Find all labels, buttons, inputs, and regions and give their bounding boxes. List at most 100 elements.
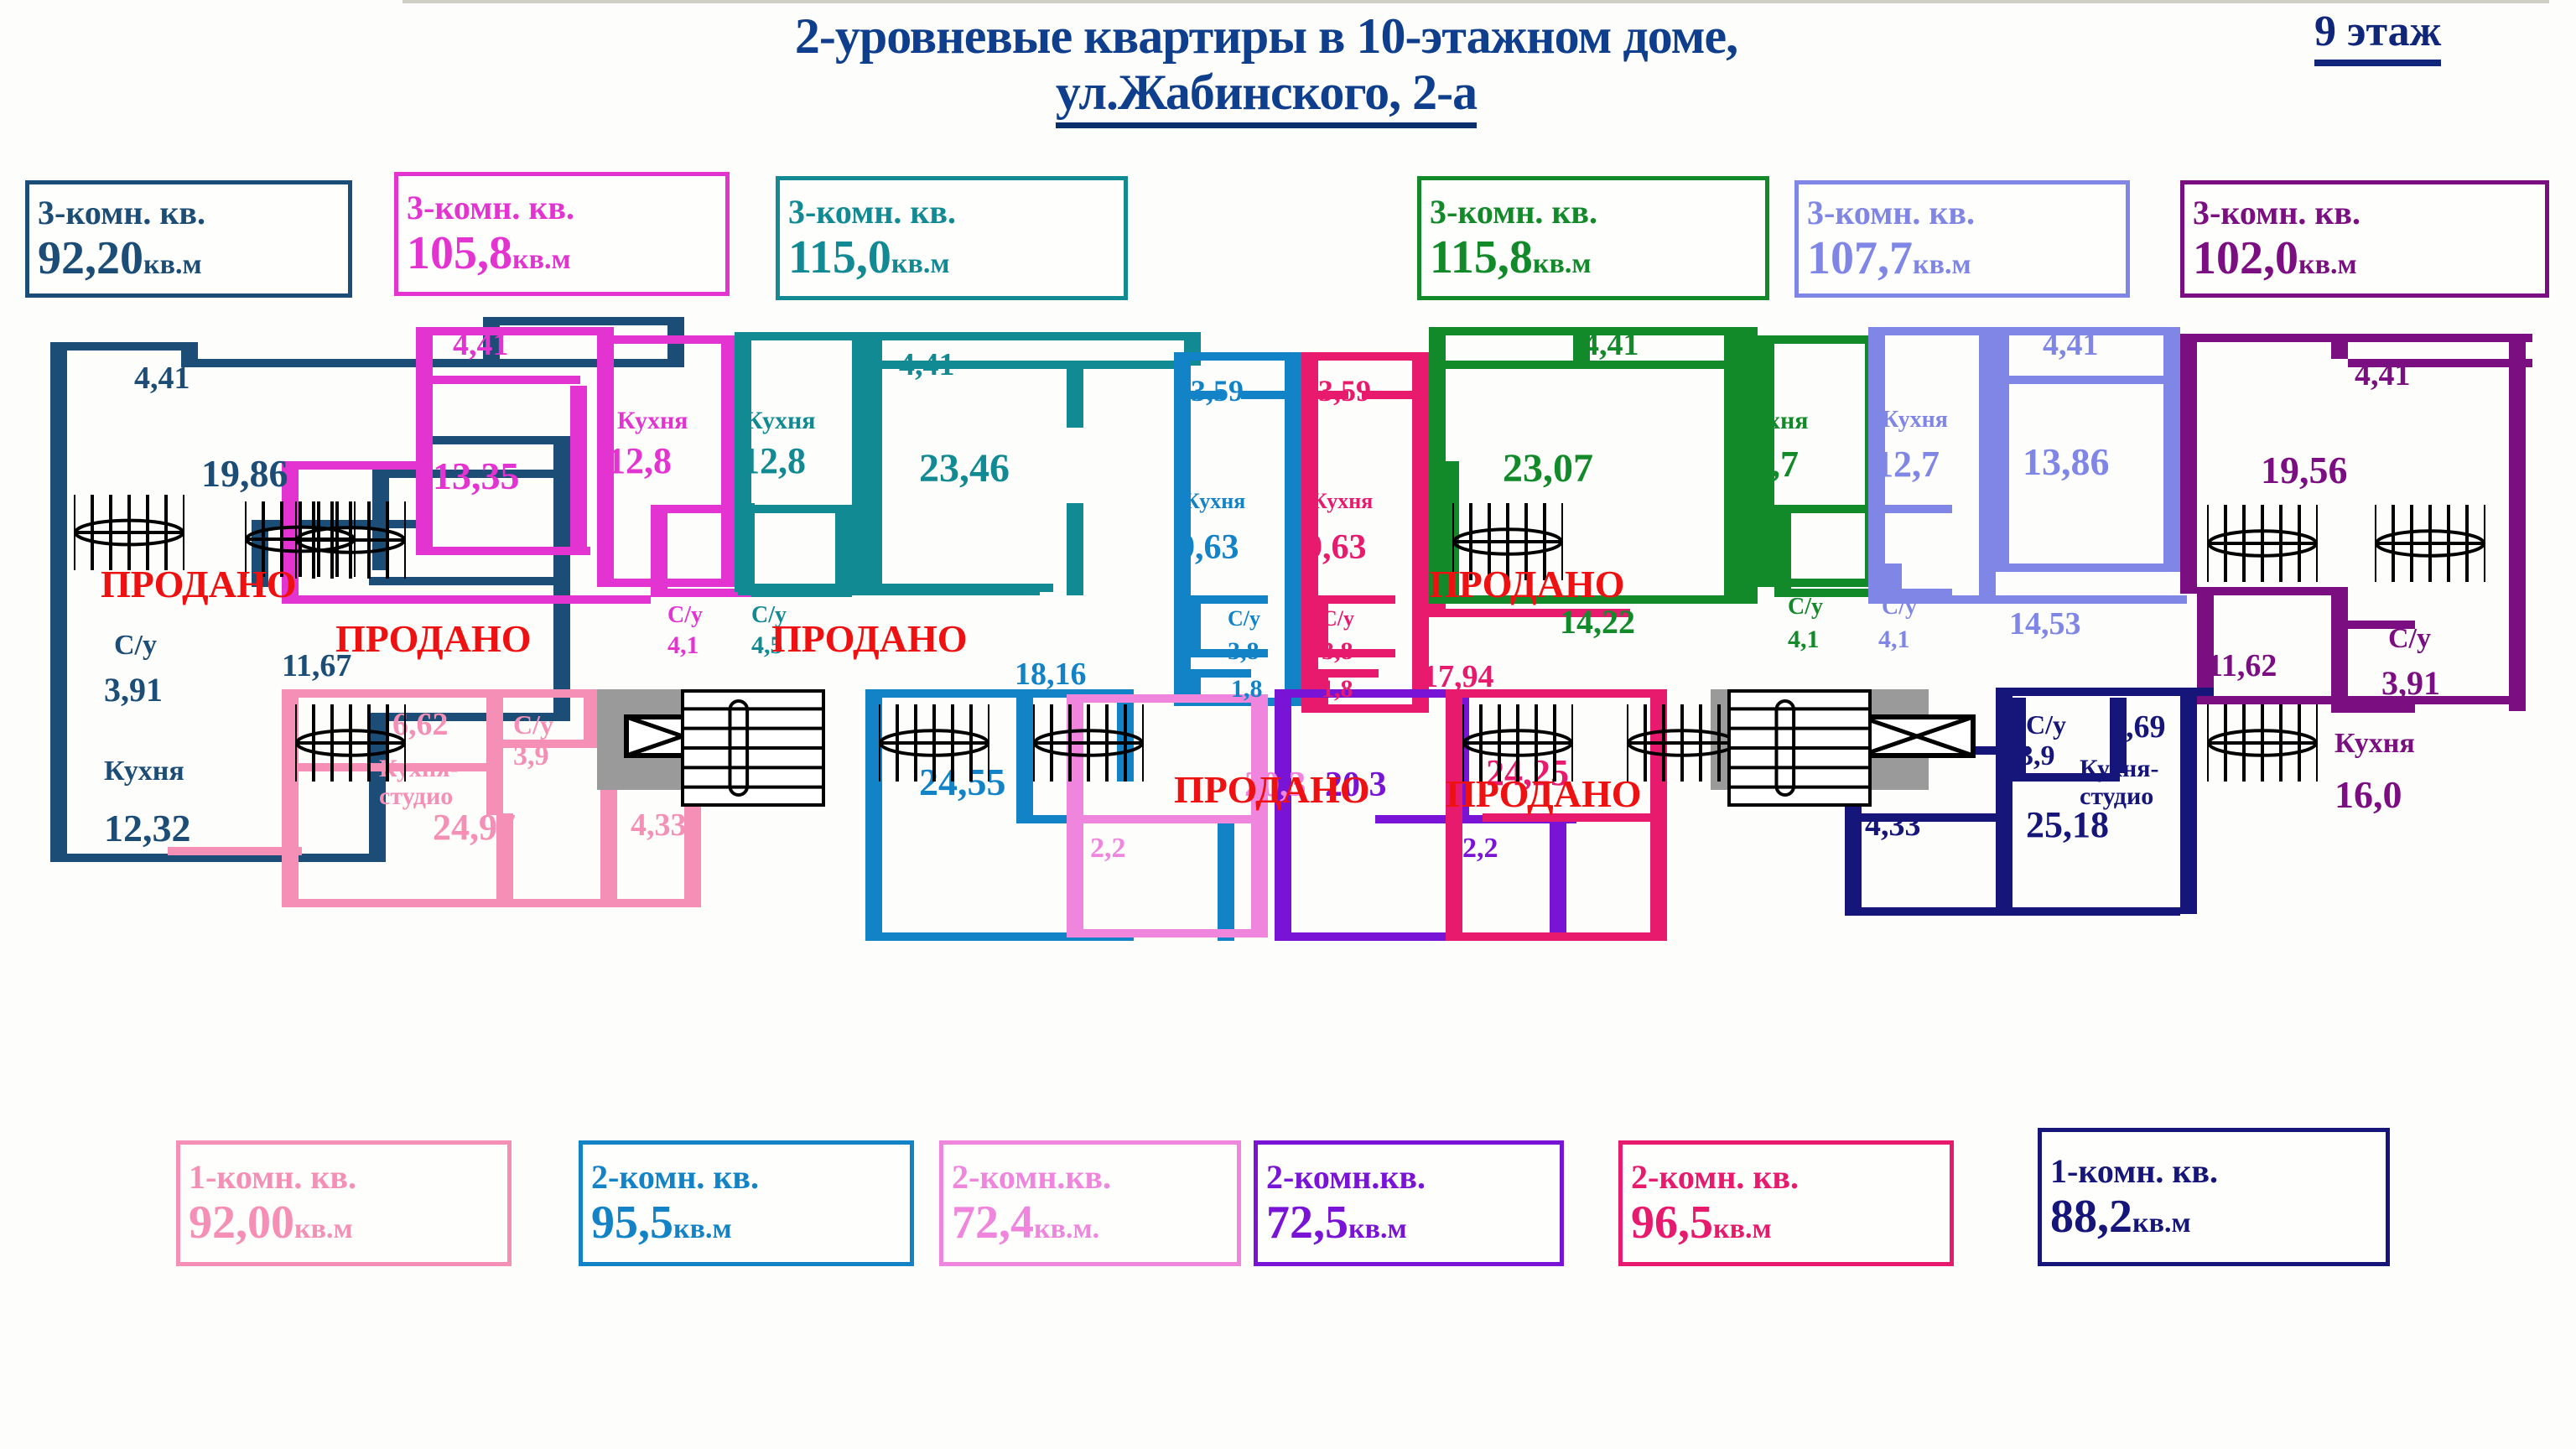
plan-area-label: 3,8 [1322, 637, 1353, 665]
apt-lightpink-wall [1251, 694, 1268, 937]
apt-purple-wall [2197, 334, 2345, 342]
apt-pink-wall [486, 689, 503, 815]
apt-lightpink-wall [1067, 694, 1268, 703]
plan-area-label: 4,33 [631, 808, 687, 843]
apt-teal-wall [738, 503, 755, 595]
plan-area-label: 9,63 [1305, 528, 1367, 567]
plan-area-label: 4,41 [2043, 327, 2099, 362]
sold-stamp: ПРОДАНО [1174, 768, 1370, 811]
apt-navy-wall [372, 470, 574, 478]
legend-unit: кв.м [673, 1213, 732, 1244]
legend-unit: кв.м [143, 249, 202, 280]
legend-rooms: 1-комн. кв. [189, 1158, 357, 1196]
apt-violet-wall [1375, 815, 1576, 823]
apt-green-wall [1590, 361, 1724, 369]
legend-chip-bottom-6: 1-комн. кв. 88,2кв.м [2038, 1128, 2390, 1266]
apt-darkblue-wall [1845, 907, 2180, 916]
legend-rooms: 3-комн. кв. [407, 189, 575, 226]
plan-area-label: 25,18 [2026, 804, 2109, 845]
apt-pink-strip-wall [1301, 352, 1429, 361]
legend-chip-top-1: 3-комн. кв. 92,20кв.м [25, 180, 352, 298]
apt-green-wall [1774, 579, 1875, 587]
apt-darkblue-wall [1845, 813, 2012, 822]
apt-magenta-wall [282, 595, 651, 604]
legend-chip-top-6: 3-комн. кв. 102,0кв.м [2180, 180, 2549, 298]
floor-indicator: 9 этаж [2314, 7, 2442, 66]
legend-rooms: 3-комн. кв. [788, 193, 957, 231]
plan-area-label: 14,53 [2009, 606, 2081, 641]
apt-lightpink-wall [1067, 929, 1268, 937]
apt-periwinkle-wall [1992, 327, 2177, 335]
legend-unit: кв.м [1913, 249, 1971, 280]
apt-navy-wall [419, 436, 570, 444]
apt-purple-wall [2331, 334, 2532, 342]
plan-area-label: 1,8 [1322, 675, 1353, 703]
plan-area-label: С/у [1322, 606, 1354, 631]
plan-area-label: Кухня [1737, 407, 1809, 434]
plan-area-label: 3,91 [2381, 664, 2440, 702]
plan-area-label: 3,59 [1191, 374, 1244, 408]
apt-navy-wall [553, 436, 570, 587]
apt-teal-wall [865, 332, 882, 366]
apt-teal-wall [835, 505, 852, 597]
legend-area-row: 105,8кв.м [407, 230, 717, 277]
plan-area-label: 20,3 [1325, 766, 1387, 804]
legend-area-row: 115,8кв.м [1430, 234, 1757, 281]
legend-area-row: 96,5кв.м [1631, 1199, 1941, 1246]
legend-area: 88,2 [2050, 1190, 2132, 1243]
legend-area: 72,4 [952, 1197, 1034, 1249]
apt-navy-wall [369, 713, 386, 862]
plan-area-label: 16,0 [2334, 773, 2402, 816]
plan-area-label: 4,1 [1878, 626, 1910, 653]
apt-pink-strip-wall [1301, 391, 1348, 399]
apt-periwinkle-wall [1885, 595, 2187, 604]
apt-pink-strip-wall [1311, 595, 1395, 604]
apt-green-wall [1774, 505, 1791, 597]
apt-navy-wall [500, 359, 684, 367]
legend-area: 95,5 [591, 1197, 673, 1249]
apt-pink-wall [168, 847, 302, 855]
legend-area: 102,0 [2193, 232, 2298, 284]
plan-area-label: С/у [2026, 709, 2066, 740]
apt-periwinkle-wall [1868, 505, 1885, 597]
apt-green-wall [1442, 595, 1744, 604]
apt-green-wall [1442, 461, 1459, 604]
apt-blue-lower-wall [1016, 689, 1033, 823]
apt-navy-wall [369, 713, 570, 721]
apt-blue-strip-wall [1184, 595, 1201, 654]
plan-area-label: 18,16 [1015, 657, 1087, 692]
apt-navy-wall [372, 470, 389, 570]
apt-magenta-wall [721, 335, 738, 587]
legend-area: 92,20 [38, 232, 143, 284]
apt-crimson-wall [1483, 813, 1667, 822]
plan-area-label: 4,5 [751, 631, 783, 659]
apt-teal-wall [751, 332, 855, 340]
legend-rooms: 1-комн. кв. [2050, 1151, 2219, 1190]
plan-area-label: 3,9 [513, 740, 549, 771]
apt-pink-strip-wall [1429, 609, 1630, 617]
legend-chip-bottom-3: 2-комн.кв. 72,4кв.м. [939, 1140, 1241, 1266]
apt-pink-strip-wall [1301, 704, 1429, 713]
plan-area-label: 4,33 [1865, 808, 1921, 843]
legend-chip-bottom-5: 2-комн. кв. 96,5кв.м [1618, 1140, 1954, 1266]
plan-area-label: 24,97 [433, 807, 516, 848]
legend-area: 96,5 [1631, 1197, 1713, 1249]
plan-area-label: студио [379, 782, 454, 810]
plan-area-label: Кухня [2334, 728, 2415, 759]
plan-area-label: 3,91 [104, 671, 163, 709]
apt-teal-wall [1067, 503, 1083, 595]
staircase-icon [1031, 704, 1145, 782]
apt-blue-strip-wall [1184, 669, 1251, 678]
apt-teal-wall [882, 361, 1184, 369]
elevator-icon [1858, 714, 1976, 758]
apt-magenta-wall [651, 505, 667, 597]
plan-area-label: С/у [114, 630, 157, 661]
legend-area-row: 102,0кв.м [2193, 235, 2537, 282]
legend-rooms: 3-комн. кв. [2193, 194, 2361, 231]
apt-violet-wall [1275, 689, 1291, 941]
plan-area-label: 17,94 [1422, 659, 1494, 694]
apt-periwinkle-wall [1885, 564, 1902, 604]
plan-area-label: 12,8 [741, 440, 806, 481]
legend-rooms: 2-комн. кв. [591, 1158, 760, 1196]
legend-chip-bottom-1: 1-комн. кв. 92,00кв.м [176, 1140, 512, 1266]
